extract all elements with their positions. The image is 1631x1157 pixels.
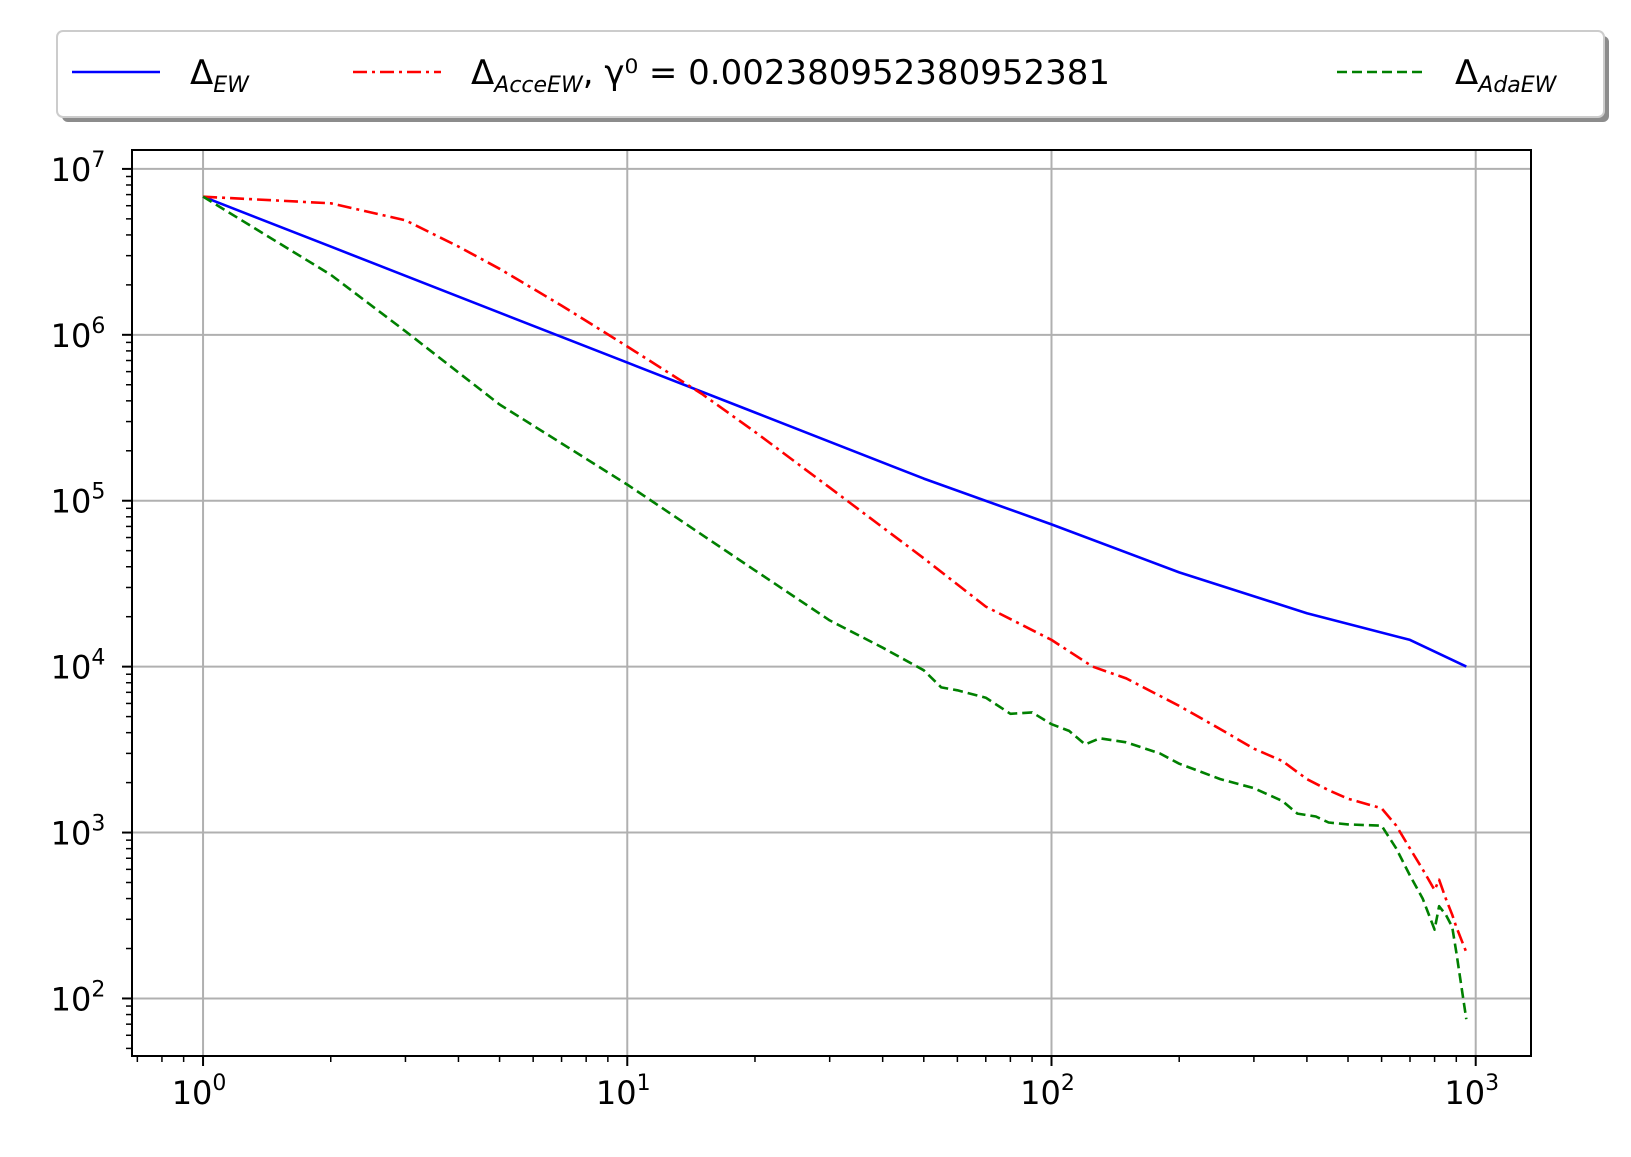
x-tick-label: 100 xyxy=(172,1071,227,1112)
legend: ΔEW ΔAcceEW, γ⁰ = 0.002380952380952381 ΔAd… xyxy=(56,30,1609,122)
grid xyxy=(132,150,1531,1056)
y-tick-label: 107 xyxy=(51,148,106,189)
legend-frame xyxy=(56,30,1605,118)
y-tick-label: 106 xyxy=(51,314,106,355)
y-tick-label: 104 xyxy=(51,646,106,687)
series-line-2 xyxy=(203,195,1468,953)
x-tick-label: 103 xyxy=(1444,1071,1499,1112)
series-line-3 xyxy=(202,195,1468,1020)
legend-label-1: ΔEW xyxy=(190,53,250,98)
y-tick-label: 103 xyxy=(51,812,106,853)
y-tick-label: 102 xyxy=(51,977,106,1018)
series-layer xyxy=(202,195,1468,1020)
x-tick-label: 102 xyxy=(1020,1071,1075,1112)
plot-frame xyxy=(131,149,1532,1057)
series-line-1 xyxy=(202,195,1467,668)
legend-label-3: ΔAdaEW xyxy=(1455,53,1558,98)
ticks: 100 101 102 103 102 103 104 105 106 107 xyxy=(51,148,1499,1112)
y-tick-label: 105 xyxy=(51,480,106,521)
x-tick-label: 101 xyxy=(596,1071,651,1112)
legend-label-2: ΔAcceEW, γ⁰ = 0.002380952380952381 xyxy=(471,53,1110,98)
